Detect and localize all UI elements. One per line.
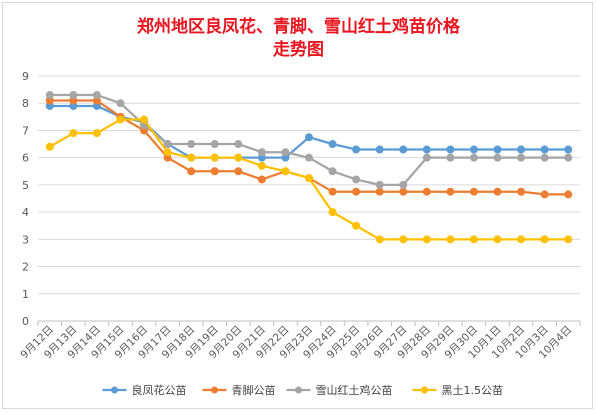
legend-swatch-marker — [421, 386, 428, 394]
data-point — [163, 140, 172, 149]
data-point — [493, 145, 502, 154]
data-point — [352, 187, 361, 196]
data-point — [257, 175, 266, 184]
y-tick-label: 7 — [22, 124, 29, 137]
legend-label: 黑土1.5公苗 — [442, 384, 504, 397]
chart-title-line2: 走势图 — [273, 40, 324, 60]
data-point — [540, 235, 549, 244]
data-point — [92, 129, 101, 138]
series-line — [49, 104, 569, 159]
data-point — [469, 153, 478, 162]
data-point — [540, 153, 549, 162]
legend-swatch-marker — [211, 386, 218, 394]
data-point — [281, 167, 290, 176]
chart-title-line1: 郑州地区良凤花、青脚、雪山红土鸡苗价格 — [137, 17, 460, 37]
data-point — [163, 148, 172, 157]
data-point — [352, 145, 361, 154]
data-point — [469, 187, 478, 196]
data-point — [210, 167, 219, 176]
y-tick-label: 4 — [22, 206, 29, 219]
legend-swatch-marker — [295, 386, 302, 394]
y-tick-label: 5 — [22, 179, 29, 192]
data-point — [517, 187, 526, 196]
y-tick-label: 8 — [22, 97, 29, 110]
data-point — [375, 235, 384, 244]
data-point — [469, 145, 478, 154]
data-point — [69, 129, 78, 138]
data-point — [210, 153, 219, 162]
legend-label: 良凤花公苗 — [132, 383, 187, 397]
data-point — [564, 190, 573, 199]
data-point — [45, 142, 54, 151]
data-point — [564, 145, 573, 154]
data-point — [399, 235, 408, 244]
y-tick-label: 0 — [22, 315, 29, 328]
data-point — [493, 153, 502, 162]
data-point — [187, 140, 196, 149]
y-tick-label: 3 — [22, 233, 29, 246]
data-point — [187, 167, 196, 176]
data-point — [446, 153, 455, 162]
data-point — [328, 187, 337, 196]
data-point — [399, 180, 408, 189]
data-point — [305, 133, 313, 142]
data-point — [446, 145, 455, 154]
data-point — [540, 190, 549, 199]
data-point — [375, 180, 384, 189]
legend-label: 雪山红土鸡公苗 — [316, 383, 393, 397]
data-point — [305, 174, 313, 183]
data-point — [257, 161, 266, 170]
data-point — [328, 167, 337, 176]
y-tick-label: 9 — [22, 70, 29, 83]
data-point — [234, 140, 243, 149]
data-point — [352, 175, 361, 184]
data-point — [493, 187, 502, 196]
data-point — [305, 153, 313, 162]
data-point — [234, 153, 243, 162]
data-point — [399, 145, 408, 154]
data-point — [116, 99, 125, 108]
data-point — [422, 187, 431, 196]
y-tick-label: 2 — [22, 261, 29, 274]
data-point — [517, 145, 526, 154]
data-point — [92, 91, 101, 100]
data-point — [187, 153, 196, 162]
data-point — [69, 91, 78, 100]
data-point — [517, 235, 526, 244]
data-point — [116, 115, 125, 124]
data-point — [328, 140, 337, 149]
data-point — [469, 235, 478, 244]
data-point — [446, 187, 455, 196]
data-point — [257, 148, 266, 157]
legend-swatch-marker — [111, 386, 118, 394]
data-point — [540, 145, 549, 154]
data-point — [352, 221, 361, 230]
data-point — [210, 140, 219, 149]
y-tick-label: 6 — [22, 152, 29, 165]
data-point — [493, 235, 502, 244]
data-point — [564, 153, 573, 162]
data-point — [517, 153, 526, 162]
data-point — [422, 235, 431, 244]
y-tick-label: 1 — [22, 288, 29, 301]
data-point — [234, 167, 243, 176]
chart-frame — [2, 2, 593, 409]
legend-label: 青脚公苗 — [232, 383, 276, 397]
data-point — [140, 115, 149, 124]
data-point — [422, 153, 431, 162]
data-point — [564, 235, 573, 244]
data-point — [281, 148, 290, 157]
data-point — [422, 145, 431, 154]
data-point — [446, 235, 455, 244]
data-point — [375, 187, 384, 196]
data-point — [375, 145, 384, 154]
data-point — [45, 91, 54, 100]
data-point — [399, 187, 408, 196]
data-point — [328, 208, 337, 217]
